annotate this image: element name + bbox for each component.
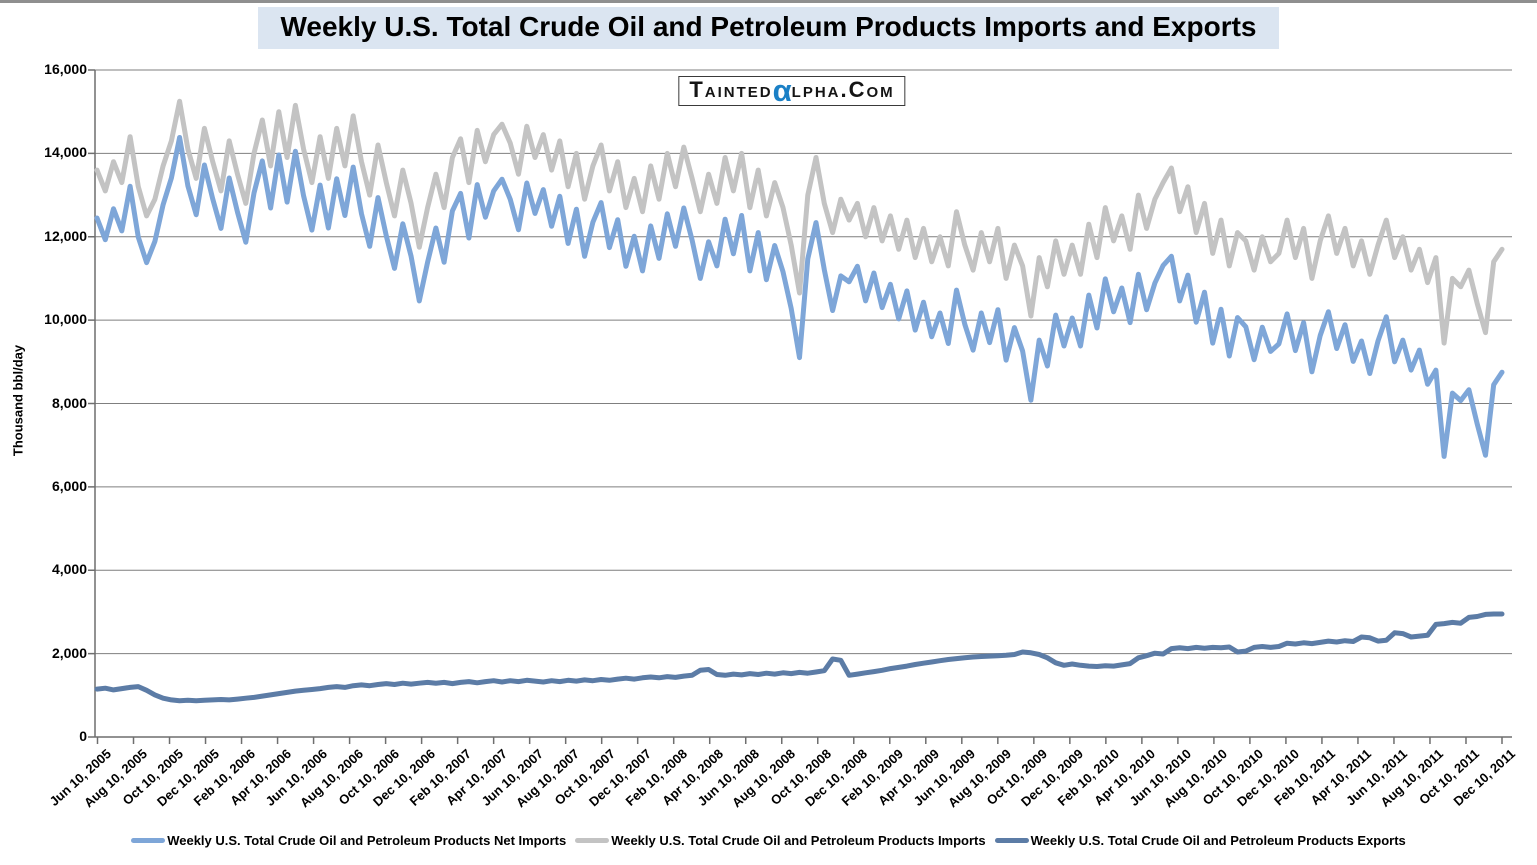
title-row: Weekly U.S. Total Crude Oil and Petroleu…: [0, 7, 1537, 49]
watermark: Taintedαlpha.Com: [678, 73, 906, 108]
series-line-exports: [94, 611, 1505, 704]
y-tick-label: 0: [79, 728, 87, 744]
legend: Weekly U.S. Total Crude Oil and Petroleu…: [0, 833, 1537, 848]
y-tick-label: 12,000: [44, 227, 87, 244]
y-tick-label: 14,000: [44, 144, 87, 161]
series-line-net-imports: [94, 135, 1505, 459]
legend-swatch-net-imports: [131, 838, 166, 843]
watermark-text-prefix: Tainted: [689, 77, 773, 102]
top-edge-line: [0, 0, 1537, 3]
y-tick-label: 16,000: [44, 61, 87, 77]
legend-item-imports: Weekly U.S. Total Crude Oil and Petroleu…: [575, 833, 986, 848]
y-tick-label: 8,000: [51, 394, 87, 411]
y-tick-label: 10,000: [44, 311, 87, 328]
watermark-text-suffix: lpha.Com: [791, 77, 895, 102]
y-tick-label: 6,000: [51, 477, 87, 494]
watermark-alpha-icon: α: [772, 73, 792, 108]
y-tick-label: 4,000: [51, 561, 87, 578]
legend-swatch-imports: [575, 838, 610, 843]
legend-item-exports: Weekly U.S. Total Crude Oil and Petroleu…: [994, 833, 1406, 848]
legend-label-net-imports: Weekly U.S. Total Crude Oil and Petroleu…: [167, 833, 567, 848]
series-line-imports: [94, 98, 1505, 346]
legend-label-exports: Weekly U.S. Total Crude Oil and Petroleu…: [1030, 833, 1406, 848]
legend-label-imports: Weekly U.S. Total Crude Oil and Petroleu…: [611, 833, 986, 848]
y-tick-label: 2,000: [51, 644, 87, 661]
chart-title: Weekly U.S. Total Crude Oil and Petroleu…: [258, 7, 1279, 49]
legend-item-net-imports: Weekly U.S. Total Crude Oil and Petroleu…: [131, 833, 566, 848]
legend-swatch-exports: [994, 838, 1029, 843]
